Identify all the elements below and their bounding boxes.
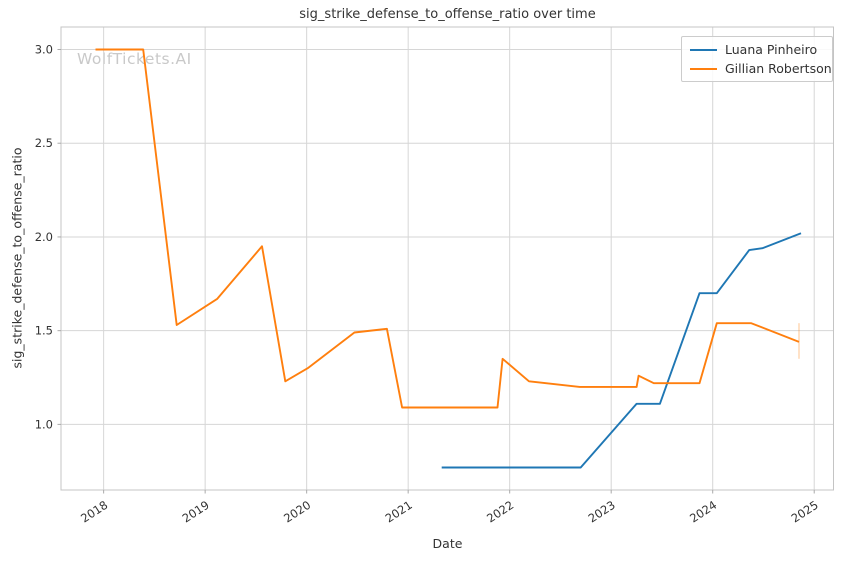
watermark: WolfTickets.AI	[77, 50, 192, 68]
chart-title: sig_strike_defense_to_offense_ratio over…	[299, 7, 596, 22]
legend-item-luana-pinheiro: Luana Pinheiro	[690, 42, 825, 57]
x-tick-label: 2024	[687, 498, 719, 526]
x-tick-label: 2025	[789, 498, 821, 526]
y-axis-label: sig_strike_defense_to_offense_ratio	[9, 147, 25, 369]
y-tick-label: 1.0	[35, 417, 53, 431]
legend: Luana Pinheiro Gillian Robertson	[681, 36, 833, 82]
x-tick-label: 2021	[383, 498, 415, 526]
legend-label: Luana Pinheiro	[725, 42, 818, 57]
legend-label: Gillian Robertson	[725, 61, 832, 76]
y-tick-label: 2.0	[35, 230, 53, 244]
legend-line-swatch-orange	[690, 67, 717, 70]
x-tick-label: 2019	[180, 498, 212, 526]
series-line-0	[441, 232, 802, 469]
y-tick-label: 2.5	[35, 136, 53, 150]
legend-item-gillian-robertson: Gillian Robertson	[690, 61, 832, 76]
x-axis-label: Date	[432, 536, 463, 551]
x-tick-label: 2023	[586, 498, 618, 526]
series-line-1	[95, 48, 800, 409]
x-tick-label: 2020	[281, 498, 313, 526]
axes-border	[60, 26, 834, 491]
legend-line-swatch-blue	[690, 48, 717, 51]
y-tick-label: 3.0	[35, 42, 53, 56]
x-tick-label: 2018	[78, 498, 110, 526]
y-tick-label: 1.5	[35, 324, 53, 338]
x-tick-label: 2022	[484, 498, 516, 526]
